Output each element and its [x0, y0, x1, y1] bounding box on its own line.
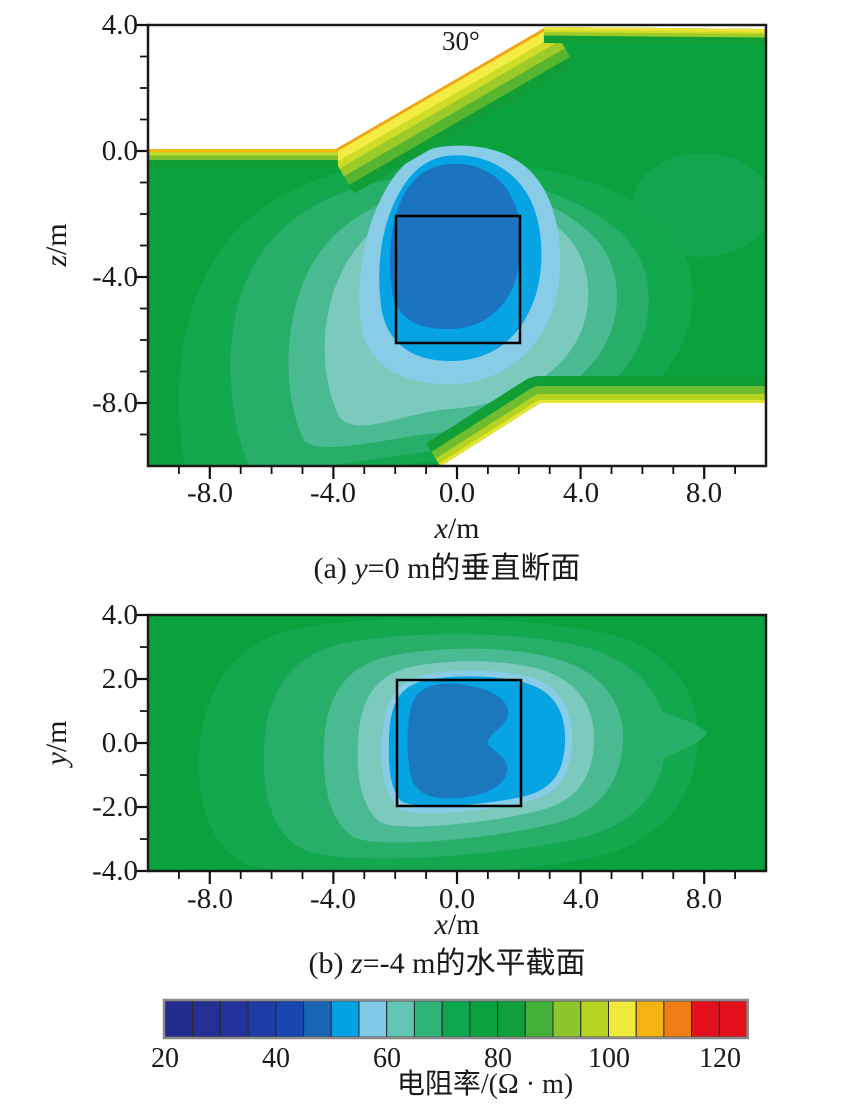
plot-a-x-tick-label: -8.0 [187, 477, 233, 509]
plot-a-y-axis-label: z/m [40, 223, 73, 267]
colorbar-border [162, 998, 749, 1040]
plot-a-y-tick-label: -4.0 [92, 261, 138, 293]
plot-b-y-minor-ticks [140, 646, 148, 840]
colorbar-cell [608, 1000, 637, 1038]
plot-a-y-tick-label: 0.0 [101, 135, 138, 167]
slope-angle-annotation: 30° [442, 26, 480, 56]
colorbar-tick-label: 80 [484, 1043, 512, 1074]
plot-b-y-axis-label: y/m [40, 720, 73, 766]
colorbar-cell [469, 1000, 499, 1038]
contour-plot-b [135, 613, 768, 884]
plot-b-x-major-ticks [208, 871, 706, 884]
plot-a-x-tick-label: 4.0 [562, 477, 600, 509]
plot-b-contour-bands [148, 615, 766, 871]
plot-b-y-tick-label: 2.0 [101, 663, 138, 695]
caption-plot-b: (b) z=-4 m的水平截面 [308, 947, 586, 980]
plot-b-x-axis-label: x/m [434, 908, 480, 941]
colorbar-cell [219, 1000, 249, 1038]
colorbar-cell [552, 1000, 582, 1038]
colorbar-tick-label: 20 [151, 1043, 179, 1074]
plot-b-x-tick-label: 0.0 [438, 883, 476, 915]
true-model-rect-a [394, 214, 522, 345]
contour-plot-a [135, 23, 768, 479]
plot-a-y-minor-ticks [140, 55, 148, 436]
colorbar-tick-label: 40 [262, 1043, 290, 1074]
colorbar [162, 998, 749, 1040]
colorbar-cell [247, 1000, 277, 1038]
colorbar-cell [413, 1000, 443, 1038]
plot-a-bottom-strips [425, 376, 766, 466]
colorbar-cell [192, 1000, 221, 1038]
colorbar-cell [441, 1000, 471, 1038]
colorbar-cell [663, 1000, 693, 1038]
colorbar-cell [635, 1000, 665, 1038]
colorbar-cell [275, 1000, 305, 1038]
plot-a-band-core-blue [390, 163, 522, 330]
colorbar-cell [303, 1000, 332, 1038]
plot-a-x-tick-label: 8.0 [685, 477, 723, 509]
colorbar-cell [580, 1000, 609, 1038]
plot-a-contour-bands [148, 27, 766, 466]
colorbar-cell [330, 1000, 360, 1038]
plot-b-y-tick-label: -2.0 [92, 791, 138, 823]
plot-a-y-tick-label: 4.0 [101, 9, 138, 41]
plot-b-x-tick-label: 8.0 [685, 883, 723, 915]
colorbar-cell [164, 1000, 194, 1038]
caption-plot-a: (a) y=0 m的垂直断面 [313, 552, 581, 585]
plot-b-y-tick-label: 0.0 [101, 727, 138, 759]
plot-b-y-major-ticks [135, 613, 148, 873]
colorbar-cell [524, 1000, 554, 1038]
colorbar-title: 电阻率/(Ω · m) [396, 1069, 574, 1100]
colorbar-cell [386, 1000, 415, 1038]
colorbar-cell [718, 1000, 748, 1038]
colorbar-tick-label: 120 [699, 1043, 741, 1074]
colorbar-cell [358, 1000, 388, 1038]
plot-a-y-tick-label: -8.0 [92, 387, 138, 419]
colorbar-cell [497, 1000, 526, 1038]
plot-b-ticks [135, 613, 736, 884]
plot-b-band-right-spike [655, 710, 707, 762]
plot-a-x-axis-label: x/m [434, 512, 480, 545]
plot-b-x-tick-label: -4.0 [310, 883, 356, 915]
plot-a-ticks [135, 23, 736, 479]
plot-b-band-core-blue [407, 683, 509, 799]
plot-a-x-major-ticks [208, 466, 706, 479]
colorbar-tick-label: 60 [373, 1043, 401, 1074]
plot-b-y-tick-label: -4.0 [92, 855, 138, 887]
plot-a-x-minor-ticks [178, 466, 736, 474]
plot-b-y-tick-label: 4.0 [101, 599, 138, 631]
colorbar-tick-label: 100 [588, 1043, 630, 1074]
plot-a-topright-strips [543, 27, 766, 45]
plot-a-x-tick-label: -4.0 [310, 477, 356, 509]
plot-a-x-tick-label: 0.0 [438, 477, 476, 509]
true-model-rect-b [395, 678, 523, 808]
plot-b-x-minor-ticks [178, 871, 736, 879]
plot-b-x-tick-label: 4.0 [562, 883, 600, 915]
colorbar-cell [691, 1000, 720, 1038]
plot-b-x-tick-label: -8.0 [187, 883, 233, 915]
plot-a-y-major-ticks [135, 23, 148, 405]
